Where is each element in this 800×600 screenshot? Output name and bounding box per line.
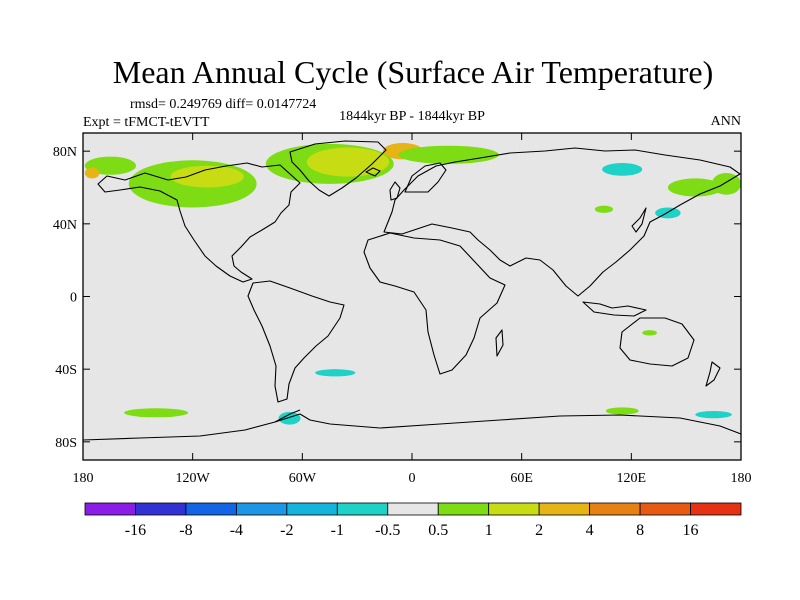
colorbar-box-10 (589, 502, 641, 516)
colorbar-label-0: -16 (125, 522, 146, 539)
colorbar-label-1: -8 (179, 522, 192, 539)
colorbar-label-10: 8 (636, 522, 644, 539)
y-tick-label-3: 40S (55, 363, 77, 378)
map-panel: 180 120W 60W 0 60E 120E 180 80N 40N 0 40S 80S (53, 132, 752, 486)
colorbar-label-4: -1 (331, 522, 344, 539)
anomaly-region-8 (602, 162, 643, 176)
y-tick-label-0: 80N (53, 145, 77, 160)
coast-eurasia (383, 147, 741, 297)
coast-antarctic-peninsula (274, 409, 301, 423)
period-label: 1844kyr BP - 1844kyr BP (339, 109, 485, 124)
coast-north-america (97, 162, 301, 283)
anomaly-regions (84, 142, 742, 425)
x-tick-label-1: 120W (176, 471, 211, 486)
coast-africa (363, 232, 506, 375)
colorbar-box-7 (437, 502, 490, 516)
colorbar-box-0 (84, 502, 136, 516)
anomaly-region-12 (594, 205, 614, 213)
x-tick-label-3: 0 (409, 471, 416, 486)
colorbar-box-6 (387, 502, 439, 516)
colorbar-box-2 (185, 502, 237, 516)
x-tick-label-5: 120E (617, 471, 647, 486)
anomaly-region-10 (667, 178, 723, 197)
x-tick-label-6: 180 (731, 471, 752, 486)
y-tick-label-4: 80S (55, 436, 77, 451)
coast-japan (631, 207, 647, 233)
colorbar-box-1 (135, 502, 187, 516)
season-label: ANN (711, 114, 741, 129)
colorbar-label-6: 0.5 (428, 522, 448, 539)
chart-title: Mean Annual Cycle (Surface Air Temperatu… (113, 54, 714, 90)
coast-greenland (289, 140, 387, 197)
colorbar-box-9 (538, 502, 591, 516)
colorbar-label-7: 1 (485, 522, 493, 539)
anomaly-region-18 (642, 330, 657, 336)
anomaly-region-15 (605, 407, 639, 415)
coast-south-america (247, 280, 345, 403)
anomaly-region-3 (84, 167, 100, 179)
coastlines (82, 140, 742, 441)
colorbar-box-11 (639, 502, 691, 516)
coast-madagascar (495, 329, 504, 357)
stats-line: rmsd= 0.249769 diff= 0.0147724 (130, 97, 316, 112)
experiment-label: Expt = tFMCT-tEVTT (83, 115, 210, 130)
colorbar: -16 -8 -4 -2 -1 -0.5 0.5 1 2 4 8 16 (84, 502, 742, 539)
anomaly-region-7 (398, 145, 499, 164)
anomaly-region-2 (170, 165, 244, 188)
colorbar-label-11: 16 (683, 522, 699, 539)
x-tick-label-0: 180 (73, 471, 94, 486)
anomaly-region-14 (124, 408, 189, 418)
colorbar-label-9: 4 (586, 522, 594, 539)
anomaly-region-13 (315, 369, 356, 377)
anomaly-region-5 (306, 147, 390, 177)
y-axis: 80N 40N 0 40S 80S (53, 145, 741, 451)
coast-scandinavia (404, 162, 447, 193)
colorbar-label-3: -2 (280, 522, 293, 539)
coast-iceland (365, 167, 381, 177)
coast-australia (619, 317, 695, 367)
colorbar-label-8: 2 (535, 522, 543, 539)
anomaly-region-16 (695, 410, 732, 419)
y-tick-label-1: 40N (53, 218, 77, 233)
x-tick-label-2: 60W (289, 471, 317, 486)
x-axis: 180 120W 60W 0 60E 120E 180 (73, 133, 752, 486)
coast-indonesia (582, 301, 647, 317)
colorbar-box-8 (488, 502, 540, 516)
colorbar-box-4 (286, 502, 338, 516)
coast-new-zealand (705, 361, 721, 387)
colorbar-label-5: -0.5 (375, 522, 400, 539)
coast-antarctica (82, 413, 742, 441)
colorbar-label-2: -4 (230, 522, 243, 539)
coast-britain (389, 181, 401, 201)
colorbar-box-12 (690, 502, 742, 516)
x-tick-label-4: 60E (510, 471, 533, 486)
colorbar-box-5 (336, 502, 389, 516)
colorbar-box-3 (235, 502, 288, 516)
y-tick-label-2: 0 (70, 291, 77, 306)
